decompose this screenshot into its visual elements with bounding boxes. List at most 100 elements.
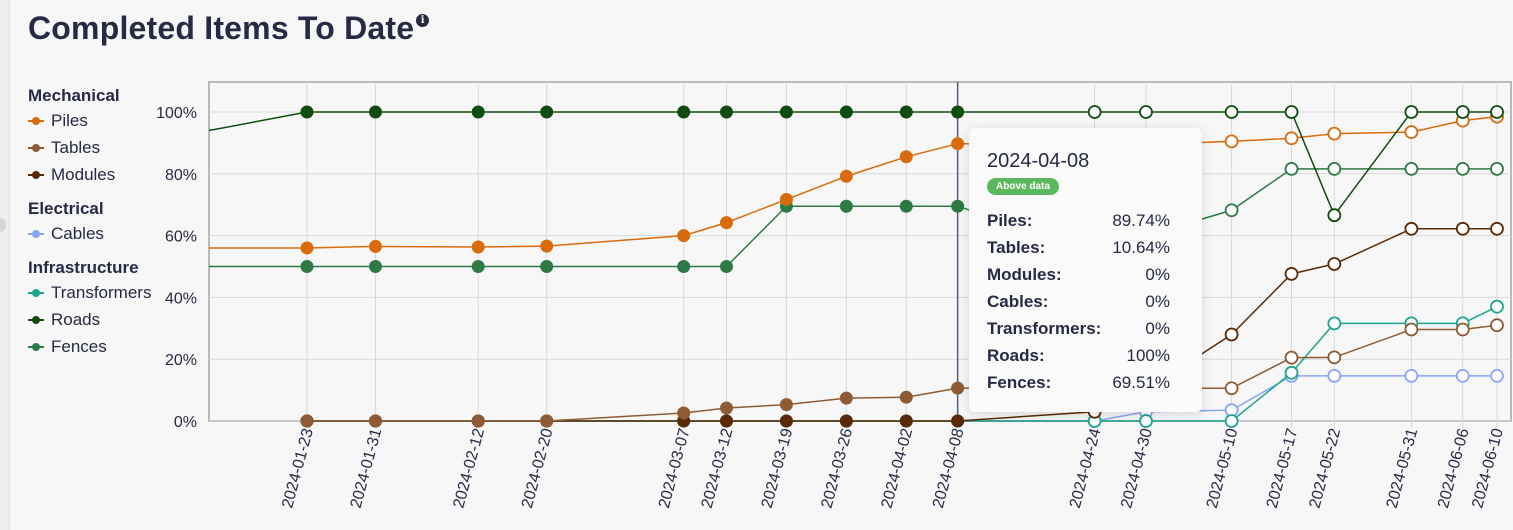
data-point xyxy=(951,199,965,213)
tooltip-rows: Piles: 89.74% Tables: 10.64% Modules: 0% Cable… xyxy=(987,207,1170,396)
data-point xyxy=(1404,105,1419,119)
data-point xyxy=(677,260,691,273)
legend-group-infrastructure: Infrastructure Transformers Roads Fences xyxy=(28,256,163,360)
y-tick-label: 80% xyxy=(165,167,197,184)
data-point xyxy=(839,105,853,119)
tooltip-row-value: 89.74% xyxy=(1112,211,1170,230)
legend-item-label: Cables xyxy=(51,223,104,243)
x-tick-label: 2024-05-22 xyxy=(1307,427,1345,511)
legend-item-modules[interactable]: Modules xyxy=(28,161,163,188)
data-point xyxy=(1284,267,1299,281)
x-tick-label: 2024-03-07 xyxy=(656,427,694,511)
tooltip-row-label: Modules: xyxy=(987,265,1062,284)
chart-tooltip: 2024-04-08 Above data Piles: 89.74% Tables… xyxy=(969,128,1202,412)
data-point xyxy=(719,105,733,119)
data-point xyxy=(839,199,853,213)
data-point xyxy=(1404,125,1419,139)
data-point xyxy=(779,105,793,119)
tooltip-date: 2024-04-08 xyxy=(987,150,1090,172)
page-title-text: Completed Items To Date xyxy=(28,10,415,46)
tooltip-row-transformers: Transformers: 0% xyxy=(987,315,1170,342)
data-point xyxy=(1490,105,1504,119)
legend-marker-icon xyxy=(28,342,44,352)
data-point xyxy=(719,260,733,273)
panel-resize-handle[interactable] xyxy=(0,218,6,232)
data-point xyxy=(719,216,733,230)
legend-item-tables[interactable]: Tables xyxy=(28,134,163,161)
tooltip-row-label: Cables: xyxy=(987,292,1049,311)
data-point xyxy=(1490,221,1504,236)
data-point xyxy=(1284,350,1299,365)
y-tick-label: 0% xyxy=(174,414,197,431)
x-tick-label: 2024-06-10 xyxy=(1469,427,1507,511)
legend-item-label: Modules xyxy=(51,164,116,184)
legend-group-electrical: Electrical Cables xyxy=(28,197,163,247)
legend-marker-icon xyxy=(28,170,44,180)
tooltip-badge: Above data xyxy=(987,178,1059,195)
data-point xyxy=(471,414,485,428)
data-point xyxy=(899,390,913,404)
legend-marker-icon xyxy=(28,229,44,239)
data-point xyxy=(1327,368,1342,383)
data-point xyxy=(471,105,485,119)
data-point xyxy=(368,260,382,273)
legend-item-transformers[interactable]: Transformers xyxy=(28,279,163,306)
legend-group-mechanical: Mechanical Piles Tables Modules xyxy=(28,84,163,188)
tooltip-row-label: Fences: xyxy=(987,373,1052,392)
panel-edge xyxy=(0,0,10,530)
x-tick-label: 2024-03-19 xyxy=(759,427,797,511)
data-point xyxy=(1490,161,1504,176)
data-point xyxy=(677,406,691,420)
data-point xyxy=(1284,105,1299,119)
legend-item-label: Roads xyxy=(51,309,101,329)
data-point xyxy=(540,105,554,119)
legend-heading: Mechanical xyxy=(28,86,120,105)
legend-heading: Infrastructure xyxy=(28,258,139,277)
data-point xyxy=(899,414,913,428)
data-point xyxy=(1284,161,1299,176)
tooltip-row-value: 69.51% xyxy=(1112,373,1170,392)
data-point xyxy=(719,414,733,428)
x-tick-label: 2024-04-24 xyxy=(1067,427,1105,511)
data-point xyxy=(1404,221,1419,236)
data-point xyxy=(1224,105,1239,119)
x-tick-label: 2024-06-06 xyxy=(1435,427,1473,511)
legend-item-piles[interactable]: Piles xyxy=(28,107,163,134)
data-point xyxy=(471,260,485,273)
x-tick-label: 2024-04-30 xyxy=(1118,427,1156,511)
x-tick-label: 2024-05-17 xyxy=(1264,427,1302,511)
tooltip-row-value: 100% xyxy=(1126,346,1170,365)
data-point xyxy=(951,381,965,395)
data-point xyxy=(540,414,554,428)
data-point xyxy=(300,260,314,273)
data-point xyxy=(1284,365,1299,380)
data-point xyxy=(839,414,853,428)
data-point xyxy=(1455,368,1470,383)
data-point xyxy=(1327,208,1342,223)
tooltip-row-value: 0% xyxy=(1145,265,1170,284)
data-point xyxy=(1139,105,1153,119)
info-circle-icon[interactable]: i xyxy=(416,14,430,27)
data-point xyxy=(779,192,793,206)
data-point xyxy=(899,199,913,213)
data-point xyxy=(300,105,314,119)
legend-item-roads[interactable]: Roads xyxy=(28,306,163,333)
data-point xyxy=(1327,161,1342,176)
data-point xyxy=(839,391,853,405)
legend-item-fences[interactable]: Fences xyxy=(28,333,163,360)
series-line xyxy=(307,324,1498,422)
x-tick-label: 2024-03-12 xyxy=(699,427,737,511)
legend-marker-icon xyxy=(28,116,44,126)
legend-heading: Electrical xyxy=(28,199,104,218)
tooltip-row-value: 10.64% xyxy=(1112,238,1170,257)
data-point xyxy=(1455,322,1470,337)
tooltip-row-tables: Tables: 10.64% xyxy=(987,234,1170,261)
x-tick-label: 2024-04-02 xyxy=(879,427,917,511)
data-point xyxy=(368,414,382,428)
series-roads xyxy=(208,105,1504,223)
legend-item-cables[interactable]: Cables xyxy=(28,220,163,247)
data-point xyxy=(839,169,853,183)
data-point xyxy=(677,105,691,119)
y-tick-label: 40% xyxy=(165,290,197,307)
data-point xyxy=(368,105,382,119)
